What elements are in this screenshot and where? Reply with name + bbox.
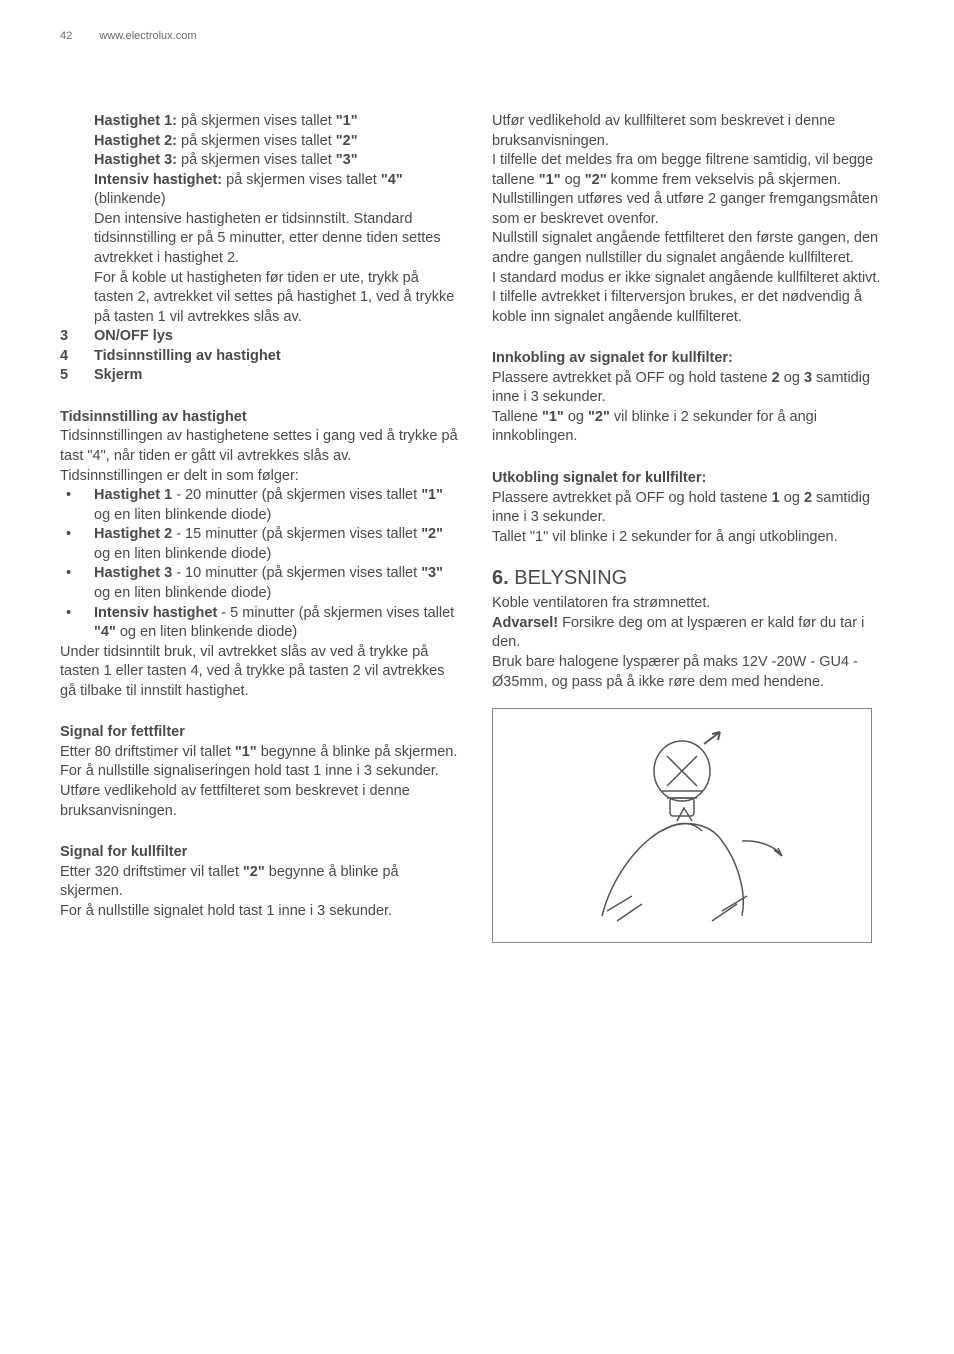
paragraph: For å koble ut hastigheten før tiden er … bbox=[94, 269, 462, 328]
page-header: 42 www.electrolux.com bbox=[60, 30, 894, 42]
bulb-hand-icon bbox=[542, 726, 822, 926]
paragraph: Under tidsinntilt bruk, vil avtrekket sl… bbox=[60, 643, 462, 702]
bullet-2: •Hastighet 2 - 15 minutter (på skjermen … bbox=[60, 525, 462, 564]
paragraph: Tallene "1" og "2" vil blinke i 2 sekund… bbox=[492, 408, 894, 447]
paragraph: I tilfelle det meldes fra om begge filtr… bbox=[492, 151, 894, 190]
left-column: Hastighet 1: på skjermen vises tallet "1… bbox=[60, 112, 462, 943]
bullet-1: •Hastighet 1 - 20 minutter (på skjermen … bbox=[60, 486, 462, 525]
paragraph: Plassere avtrekket på OFF og hold tasten… bbox=[492, 369, 894, 408]
paragraph: Nullstillingen utføres ved å utføre 2 ga… bbox=[492, 190, 894, 229]
paragraph: I tilfelle avtrekket i filterversjon bru… bbox=[492, 288, 894, 327]
paragraph: Utfør vedlikehold av kullfilteret som be… bbox=[492, 112, 894, 151]
paragraph: Etter 320 driftstimer vil tallet "2" beg… bbox=[60, 863, 462, 902]
hastighet-3: Hastighet 3: på skjermen vises tallet "3… bbox=[94, 151, 462, 171]
paragraph: For å nullstille signalet hold tast 1 in… bbox=[60, 902, 462, 922]
hastighet-2: Hastighet 2: på skjermen vises tallet "2… bbox=[94, 132, 462, 152]
paragraph: For å nullstille signaliseringen hold ta… bbox=[60, 762, 462, 782]
paragraph: Advarsel! Forsikre deg om at lyspæren er… bbox=[492, 614, 894, 653]
section-6-title: 6. BELYSNING bbox=[492, 565, 894, 592]
paragraph: Den intensive hastigheten er tidsinnstil… bbox=[94, 210, 462, 269]
bullet-4: •Intensiv hastighet - 5 minutter (på skj… bbox=[60, 604, 462, 643]
paragraph: Koble ventilatoren fra strømnettet. bbox=[492, 594, 894, 614]
heading-tidsinnstilling: Tidsinnstilling av hastighet bbox=[60, 408, 462, 428]
heading-kullfilter: Signal for kullfilter bbox=[60, 843, 462, 863]
paragraph: Etter 80 driftstimer vil tallet "1" begy… bbox=[60, 743, 462, 763]
heading-utkobling: Utkobling signalet for kullfilter: bbox=[492, 469, 894, 489]
heading-innkobling: Innkobling av signalet for kullfilter: bbox=[492, 349, 894, 369]
hastighet-1: Hastighet 1: på skjermen vises tallet "1… bbox=[94, 112, 462, 132]
bullet-3: •Hastighet 3 - 10 minutter (på skjermen … bbox=[60, 564, 462, 603]
heading-fettfilter: Signal for fettfilter bbox=[60, 723, 462, 743]
paragraph: I standard modus er ikke signalet angåen… bbox=[492, 269, 894, 289]
paragraph: Tidsinnstillingen er delt in som følger: bbox=[60, 467, 462, 487]
right-column: Utfør vedlikehold av kullfilteret som be… bbox=[492, 112, 894, 943]
item-3: 3ON/OFF lys bbox=[60, 327, 462, 347]
item-4: 4Tidsinnstilling av hastighet bbox=[60, 347, 462, 367]
paragraph: Utføre vedlikehold av fettfilteret som b… bbox=[60, 782, 462, 821]
paragraph: Tidsinnstillingen av hastighetene settes… bbox=[60, 427, 462, 466]
paragraph: Nullstill signalet angående fettfilteret… bbox=[492, 229, 894, 268]
intensiv-hastighet: Intensiv hastighet: på skjermen vises ta… bbox=[94, 171, 462, 210]
paragraph: Plassere avtrekket på OFF og hold tasten… bbox=[492, 489, 894, 528]
site-url: www.electrolux.com bbox=[99, 30, 196, 42]
bulb-illustration bbox=[492, 708, 872, 943]
item-5: 5Skjerm bbox=[60, 366, 462, 386]
page-number: 42 bbox=[60, 30, 72, 42]
paragraph: Bruk bare halogene lyspærer på maks 12V … bbox=[492, 653, 894, 692]
paragraph: Tallet "1" vil blinke i 2 sekunder for å… bbox=[492, 528, 894, 548]
